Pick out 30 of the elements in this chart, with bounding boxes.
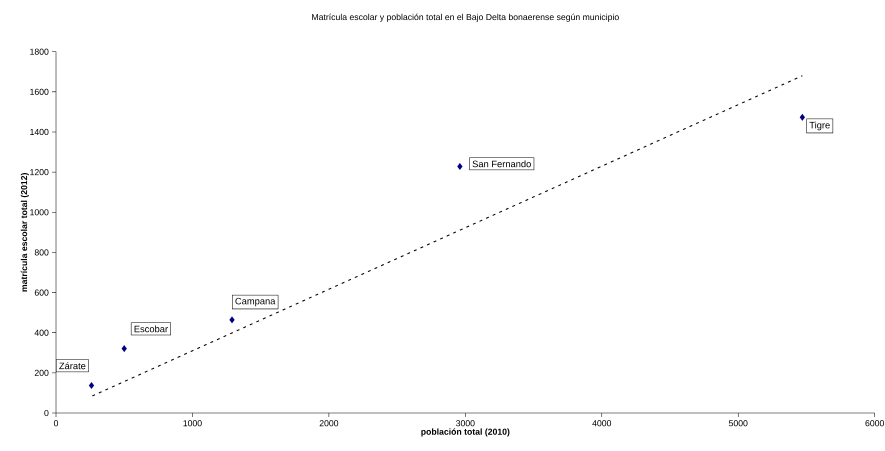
y-tick-label: 1000	[30, 209, 48, 216]
x-axis-title: población total (2010)	[421, 428, 510, 436]
y-tick-label: 400	[34, 330, 48, 336]
x-tick-label: 4000	[592, 420, 612, 426]
y-tick-label: 1800	[30, 48, 48, 55]
point	[800, 114, 805, 121]
annotation: Escobar	[134, 325, 168, 332]
y-tick-label: 200	[34, 370, 48, 376]
point	[457, 163, 462, 170]
annotation: San Fernando	[472, 160, 531, 168]
chart-title: Matrícula escolar y población total en el Bajo Delta bonaerense según municipio	[312, 14, 619, 22]
x-tick-label: 1000	[183, 420, 202, 426]
y-tick-label: 1200	[30, 169, 48, 176]
y-tick-label: 600	[34, 289, 48, 296]
annotation: Campana	[235, 298, 276, 306]
y-tick-label: 1600	[30, 88, 48, 95]
y-axis-title: matrícula escolar total (2012)	[20, 173, 29, 292]
annotation: Zárate	[59, 362, 86, 370]
point	[122, 345, 127, 352]
x-tick-label: 2000	[320, 420, 338, 426]
y-tick-label: 1400	[30, 128, 48, 136]
y-tick-label: 800	[34, 249, 48, 256]
x-tick-label: 3000	[456, 420, 475, 426]
annotation: Tigre	[810, 122, 830, 130]
x-tick-label: 0	[54, 420, 58, 426]
point	[88, 382, 94, 389]
point	[229, 316, 235, 324]
x-tick-label: 6000	[865, 420, 884, 426]
x-tick-label: 5000	[728, 420, 748, 426]
y-tick-label: 0	[44, 410, 49, 416]
